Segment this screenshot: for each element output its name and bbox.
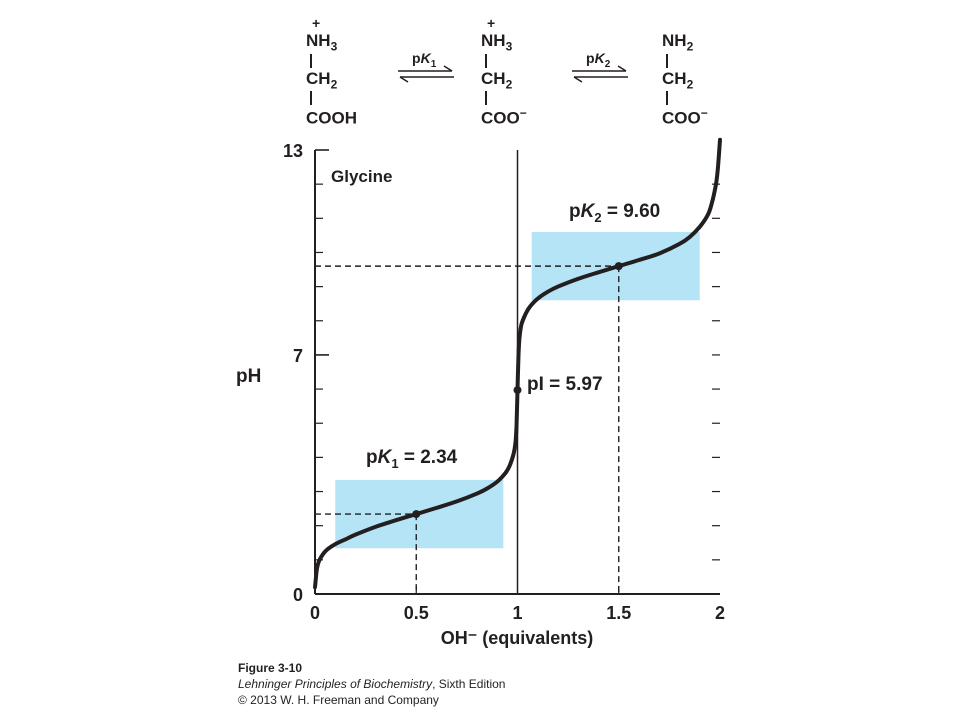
species-1-amino-group: NH — [306, 31, 331, 50]
equilibrium-arrows-icon — [398, 65, 454, 83]
pk1-point — [412, 510, 421, 519]
pi-label: pI = 5.97 — [527, 374, 603, 395]
pk1-label: pK1 = 2.34 — [366, 447, 458, 471]
book-edition: , Sixth Edition — [432, 677, 506, 691]
pi-point — [513, 386, 522, 395]
species-3-ch2-sub: 2 — [686, 77, 694, 92]
equilibrium-arrow-1: pK1 — [394, 50, 458, 90]
x-tick-label: 1.5 — [606, 603, 631, 623]
pk1-k: K — [420, 50, 431, 66]
bond-line — [310, 91, 312, 105]
bond-line — [485, 91, 487, 105]
y-tick-label: 13 — [283, 141, 303, 161]
chart-title: Glycine — [331, 167, 392, 186]
y-axis-label: pH — [236, 366, 261, 387]
species-1-ch2: CH — [306, 69, 331, 88]
bond-line — [310, 54, 312, 68]
species-3-amino-group: NH — [662, 31, 687, 50]
equilibrium-arrow-2: pK2 — [568, 50, 632, 90]
copyright: © 2013 W. H. Freeman and Company — [238, 693, 439, 707]
pk2-sub: 2 — [604, 58, 611, 70]
pk1-p: p — [412, 50, 421, 66]
species-2-carboxylate: COO — [481, 108, 520, 128]
bond-line — [666, 54, 668, 68]
species-2-amino-group: NH — [481, 31, 506, 50]
figure-caption: Figure 3-10 Lehninger Principles of Bioc… — [238, 660, 505, 708]
species-1-amino-sub: 3 — [330, 39, 338, 54]
x-tick-label: 1 — [512, 603, 522, 623]
species-3-carboxylate: COO — [662, 108, 701, 128]
species-2-amino-sub: 3 — [505, 39, 513, 54]
y-tick-label: 0 — [293, 585, 303, 605]
species-1-charge: + — [312, 15, 321, 31]
species-2-ch2: CH — [481, 69, 506, 88]
y-tick-label: 7 — [293, 346, 303, 366]
book-title: Lehninger Principles of Biochemistry — [238, 677, 433, 691]
bond-line — [485, 54, 487, 68]
pk1-sub: 1 — [430, 58, 437, 70]
pk2-p: p — [586, 50, 595, 66]
species-1-ch2-sub: 2 — [330, 77, 338, 92]
species-2-carboxylate-charge: − — [519, 106, 527, 120]
bond-line — [666, 91, 668, 105]
species-2-charge: + — [487, 15, 496, 31]
species-2-ch2-sub: 2 — [505, 77, 513, 92]
titration-curve-1 — [313, 137, 722, 590]
species-3-carboxylate-charge: − — [700, 106, 708, 120]
x-axis-label: OH⁻ (equivalents) — [441, 628, 594, 648]
equilibrium-arrows-icon — [572, 65, 628, 83]
figure-number: Figure 3-10 — [238, 661, 303, 675]
x-tick-label: 0.5 — [404, 603, 429, 623]
species-3-amino-sub: 2 — [686, 39, 694, 54]
x-tick-label: 0 — [310, 603, 320, 623]
pk2-point — [614, 262, 623, 271]
pk2-label: pK2 = 9.60 — [569, 201, 660, 225]
species-3-ch2: CH — [662, 69, 687, 88]
x-tick-label: 2 — [715, 603, 725, 623]
species-1-carboxyl: COOH — [306, 108, 357, 128]
pk2-k: K — [594, 50, 605, 66]
